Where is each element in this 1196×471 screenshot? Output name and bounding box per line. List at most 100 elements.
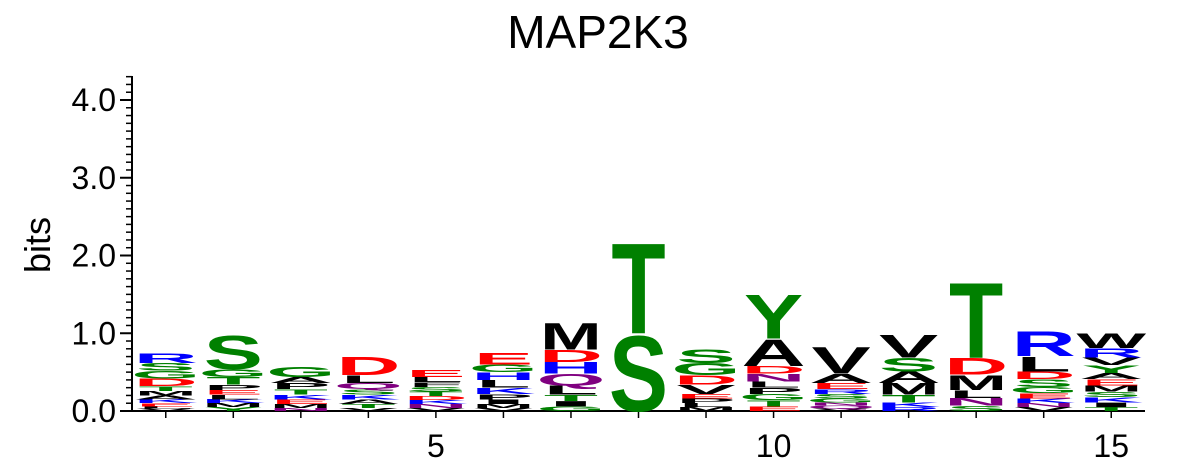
logo-letter-T: T xyxy=(746,399,800,409)
y-tick-label: 0.0 xyxy=(72,393,116,429)
logo-letter-K: K xyxy=(404,399,468,405)
logo-letter-E: E xyxy=(271,398,330,405)
y-tick-label: 2.0 xyxy=(72,238,116,274)
logo-letter-N: N xyxy=(944,396,1008,408)
logo-letter-Q: Q xyxy=(536,371,605,389)
logo-letter-G: G xyxy=(739,392,808,402)
logo-letter-G: G xyxy=(536,405,605,412)
logo-letter-K: K xyxy=(201,398,265,404)
logo-letter-V: V xyxy=(811,340,871,382)
logo-letter-L: L xyxy=(341,373,395,385)
logo-letter-M: M xyxy=(1080,384,1142,394)
logo-letter-T: T xyxy=(611,215,665,361)
logo-letter-M: M xyxy=(473,403,535,409)
logo-letter-R: R xyxy=(1079,346,1143,360)
logo-letter-E: E xyxy=(676,393,735,400)
logo-letter-E: E xyxy=(744,405,803,412)
logo-letter-M: M xyxy=(945,371,1007,395)
logo-letter-N: N xyxy=(1012,402,1076,408)
logo-letter-A: A xyxy=(336,398,400,405)
logo-letter-A: A xyxy=(134,395,198,401)
logo-letter-L: L xyxy=(476,378,530,390)
logo-letter-I: I xyxy=(542,400,600,408)
logo-letter-V: V xyxy=(1082,356,1141,368)
logo-letter-L: L xyxy=(409,376,463,384)
logo-letter-L: L xyxy=(679,402,733,408)
logo-letter-V: V xyxy=(811,408,870,412)
logo-letter-K: K xyxy=(471,386,535,396)
logo-letter-T: T xyxy=(882,393,936,405)
logo-letter-M: M xyxy=(675,406,737,412)
logo-letter-L: L xyxy=(139,406,193,410)
logo-letter-W: W xyxy=(1076,329,1147,353)
logo-letter-T: T xyxy=(139,385,193,392)
logo-letter-P: P xyxy=(744,386,803,396)
logo-letter-D: D xyxy=(336,352,400,381)
logo-letter-S: S xyxy=(136,361,195,373)
logo-letter-H: H xyxy=(539,359,603,377)
logo-letter-L: L xyxy=(949,388,1003,400)
letter-stacks: VLEKAMTDGSRYMKLEPTGSNMEKTPAGVTAKSQLDVNKD… xyxy=(131,215,1147,434)
logo-letter-G: G xyxy=(199,367,268,379)
logo-letter-L: L xyxy=(206,394,260,401)
logo-letter-S: S xyxy=(947,404,1006,412)
logo-letter-S: S xyxy=(812,393,871,400)
logo-letter-D: D xyxy=(742,364,806,376)
logo-letter-A: A xyxy=(809,372,873,386)
logo-letter-P: P xyxy=(204,383,263,391)
logo-letter-P: P xyxy=(271,382,330,392)
logo-letter-N: N xyxy=(809,402,873,407)
logo-letter-L: L xyxy=(544,383,598,397)
logo-letter-K: K xyxy=(1012,397,1076,404)
logo-letter-E: E xyxy=(406,368,465,379)
logo-letter-K: K xyxy=(1079,396,1143,404)
logo-letter-E: E xyxy=(474,350,533,368)
logo-letter-D: D xyxy=(674,373,738,387)
logo-letter-G: G xyxy=(131,369,200,381)
y-axis-label: bits xyxy=(17,217,58,273)
logo-letter-D: D xyxy=(539,346,603,365)
logo-letter-E: E xyxy=(136,402,195,407)
logo-letter-Y: Y xyxy=(204,406,263,412)
logo-letter-I: I xyxy=(475,398,533,405)
logo-letter-V: V xyxy=(676,382,735,396)
logo-letter-K: K xyxy=(336,394,400,401)
logo-letter-S: S xyxy=(1082,390,1141,398)
logo-letter-S: S xyxy=(609,314,668,434)
logo-letter-V: V xyxy=(339,407,398,412)
logo-letter-F: F xyxy=(409,381,463,388)
logo-letter-D: D xyxy=(404,395,468,401)
logo-letter-V: V xyxy=(136,408,195,412)
logo-letter-V: V xyxy=(474,407,533,412)
logo-letter-D: D xyxy=(944,353,1008,380)
logo-letter-M: M xyxy=(135,390,197,397)
logo-letter-Y: Y xyxy=(1082,363,1141,375)
x-tick-label: 10 xyxy=(756,428,792,464)
logo-letter-M: M xyxy=(540,316,602,358)
logo-letter-K: K xyxy=(877,401,941,408)
logo-letter-Y: Y xyxy=(744,282,803,352)
logo-letter-V: V xyxy=(879,329,939,365)
logo-letter-A: A xyxy=(1079,371,1143,381)
logo-column-8: ST xyxy=(609,215,668,434)
logo-letter-T: T xyxy=(409,390,463,397)
logo-letter-Q: Q xyxy=(334,382,403,392)
logo-letter-I: I xyxy=(1082,401,1140,408)
logo-letter-M: M xyxy=(878,380,940,398)
logo-letter-M: M xyxy=(202,402,264,408)
axes: 0.0 1.0 2.0 3.0 4.0 5 10 15 xyxy=(72,75,1145,464)
logo-letter-G: G xyxy=(672,360,741,379)
logo-letter-S: S xyxy=(406,386,465,393)
logo-letter-R: R xyxy=(877,406,941,412)
logo-letter-K: K xyxy=(134,398,198,404)
logo-letter-G: G xyxy=(469,363,538,375)
logo-letter-A: A xyxy=(877,368,941,386)
